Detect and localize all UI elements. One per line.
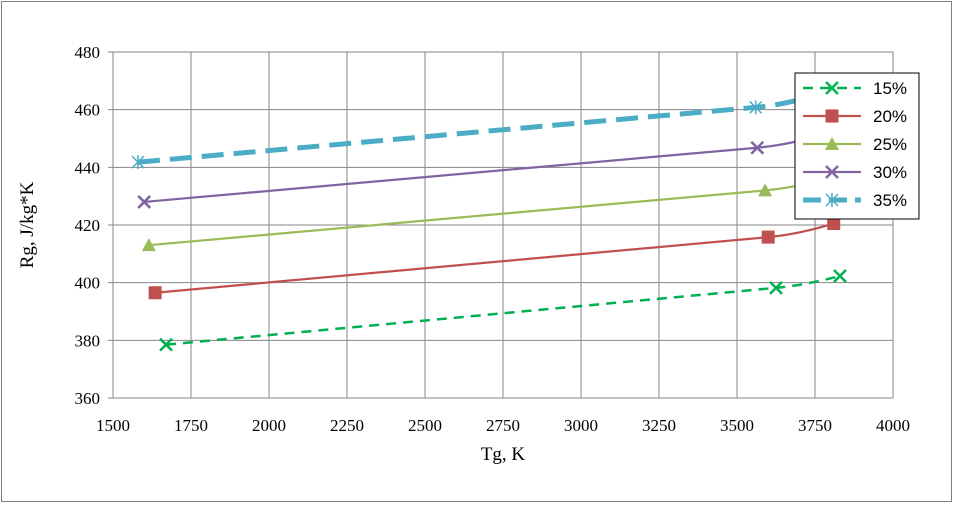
legend-label: 15%	[873, 79, 907, 98]
legend-label: 35%	[873, 191, 907, 210]
plot-series	[131, 86, 847, 352]
x-tick-label: 3500	[720, 416, 754, 435]
legend-item: 15%	[803, 79, 907, 98]
series-4	[131, 86, 828, 170]
data-point	[137, 195, 152, 209]
legend-item: 25%	[803, 135, 907, 154]
legend-item: 20%	[803, 107, 907, 126]
legend-marker	[825, 137, 839, 150]
legend-item: 30%	[803, 163, 907, 182]
legend-marker	[825, 193, 839, 207]
x-tick-label: 2250	[330, 416, 364, 435]
data-point	[159, 337, 173, 352]
legend-label: 20%	[873, 107, 907, 126]
x-tick-label: 3750	[798, 416, 832, 435]
series-line	[148, 176, 831, 247]
series-1	[148, 217, 841, 300]
y-tick-label: 480	[75, 43, 101, 62]
x-tick-label: 2500	[408, 416, 442, 435]
x-axis-title: Tg, K	[481, 444, 526, 465]
data-point	[769, 280, 783, 295]
x-tick-label: 3000	[564, 416, 598, 435]
x-tick-label: 2750	[486, 416, 520, 435]
x-tick-label: 2000	[252, 416, 286, 435]
legend-marker	[825, 109, 839, 123]
data-point	[131, 155, 145, 170]
y-tick-label: 460	[75, 101, 101, 120]
legend-marker	[825, 165, 839, 179]
y-tick-label: 380	[75, 331, 101, 350]
y-axis-title: Rg, J/kg*K	[17, 181, 38, 268]
legend-item: 35%	[803, 191, 907, 210]
y-tick-label: 440	[75, 158, 101, 177]
legend-marker	[825, 81, 839, 95]
x-tick-label: 3250	[642, 416, 676, 435]
y-tick-label: 400	[75, 274, 101, 293]
data-point	[758, 183, 773, 197]
plot-area-border	[112, 51, 894, 399]
legend-label: 25%	[873, 135, 907, 154]
tick-labels: 1500 1750 2000 2250 2500 2750 3000 3250 3500 3750…	[75, 43, 911, 435]
x-tick-label: 1750	[174, 416, 208, 435]
data-point	[749, 100, 763, 115]
data-point	[761, 230, 775, 244]
legend-label: 30%	[873, 163, 907, 182]
series-0	[159, 269, 847, 352]
x-tick-label: 1500	[96, 416, 130, 435]
series-2	[141, 170, 838, 252]
x-tick-label: 4000	[876, 416, 910, 435]
y-tick-label: 360	[75, 389, 101, 408]
y-tick-label: 420	[75, 216, 101, 235]
data-point	[750, 140, 765, 155]
data-point	[148, 286, 162, 300]
legend-box	[794, 72, 920, 220]
data-point	[141, 238, 156, 252]
data-point	[833, 269, 847, 283]
legend: 15% 20% 25% 30% 35%	[794, 72, 920, 220]
